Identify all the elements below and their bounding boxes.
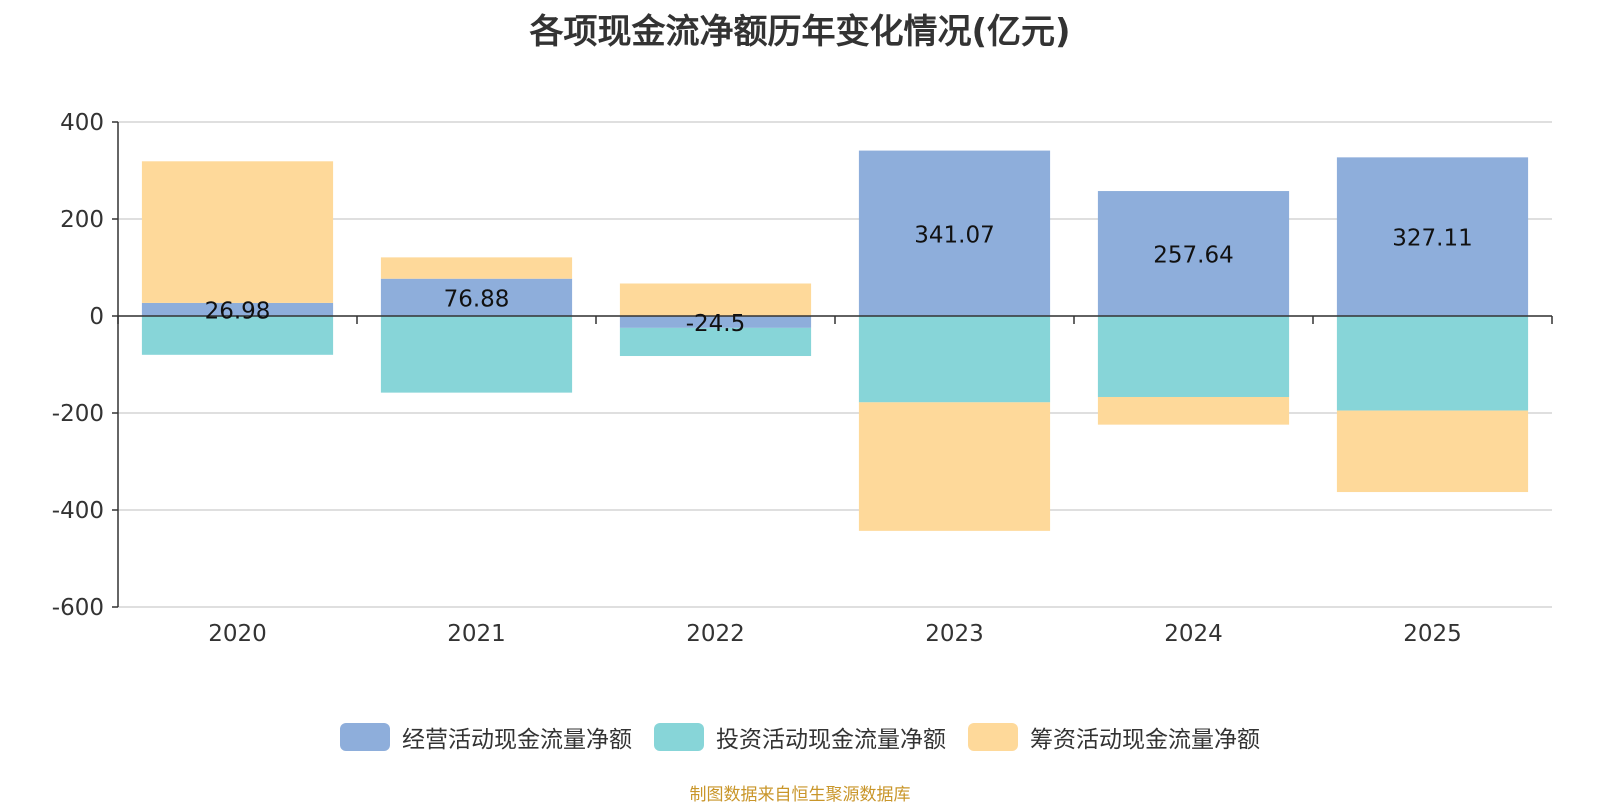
bar [1097, 191, 1290, 316]
data-label: 26.98 [205, 298, 271, 324]
legend-label: 投资活动现金流量净额 [716, 727, 946, 753]
legend-label: 经营活动现金流量净额 [402, 727, 632, 753]
data-label: 341.07 [914, 222, 994, 248]
bar [1097, 396, 1290, 425]
y-tick-label: -200 [52, 401, 104, 427]
legend-item[interactable]: 经营活动现金流量净额 [340, 720, 632, 754]
bar [1097, 316, 1290, 397]
bar [1336, 157, 1529, 316]
legend-item[interactable]: 投资活动现金流量净额 [654, 720, 946, 754]
data-label: 76.88 [444, 286, 510, 312]
x-tick-label: 2023 [925, 621, 984, 647]
x-tick-label: 2021 [447, 621, 506, 647]
y-tick-label: 200 [60, 207, 104, 233]
y-tick-label: 0 [89, 304, 104, 330]
bar [858, 150, 1051, 316]
bar [858, 316, 1051, 403]
bar [380, 257, 573, 279]
bar [1336, 410, 1529, 493]
legend-swatch [654, 723, 704, 751]
y-tick-label: 400 [60, 110, 104, 136]
bar [380, 316, 573, 393]
bar [619, 327, 812, 357]
data-label: 257.64 [1153, 243, 1233, 269]
legend-item[interactable]: 筹资活动现金流量净额 [968, 720, 1260, 754]
bar [858, 402, 1051, 531]
legend-label: 筹资活动现金流量净额 [1030, 727, 1260, 753]
y-tick-label: -600 [52, 595, 104, 621]
bar [619, 283, 812, 316]
x-tick-label: 2022 [686, 621, 745, 647]
data-label: 327.11 [1392, 226, 1472, 252]
x-tick-label: 2024 [1164, 621, 1223, 647]
x-tick-label: 2020 [208, 621, 267, 647]
bar [619, 316, 812, 328]
legend: 经营活动现金流量净额 投资活动现金流量净额 筹资活动现金流量净额 [0, 720, 1600, 754]
bar [141, 161, 334, 303]
bar [141, 316, 334, 355]
y-tick-label: -400 [52, 498, 104, 524]
bar [141, 302, 334, 316]
legend-swatch [340, 723, 390, 751]
bar [380, 278, 573, 316]
data-label: -24.5 [686, 311, 746, 337]
legend-swatch [968, 723, 1018, 751]
bar [1336, 316, 1529, 411]
chart-plot: 400 200 0 -200 -400 -600 2020 2021 2022 2023 2024 2… [52, 110, 1553, 647]
source-note: 制图数据来自恒生聚源数据库 [689, 785, 911, 805]
x-tick-label: 2025 [1403, 621, 1462, 647]
chart-title: 各项现金流净额历年变化情况(亿元) [529, 12, 1071, 52]
